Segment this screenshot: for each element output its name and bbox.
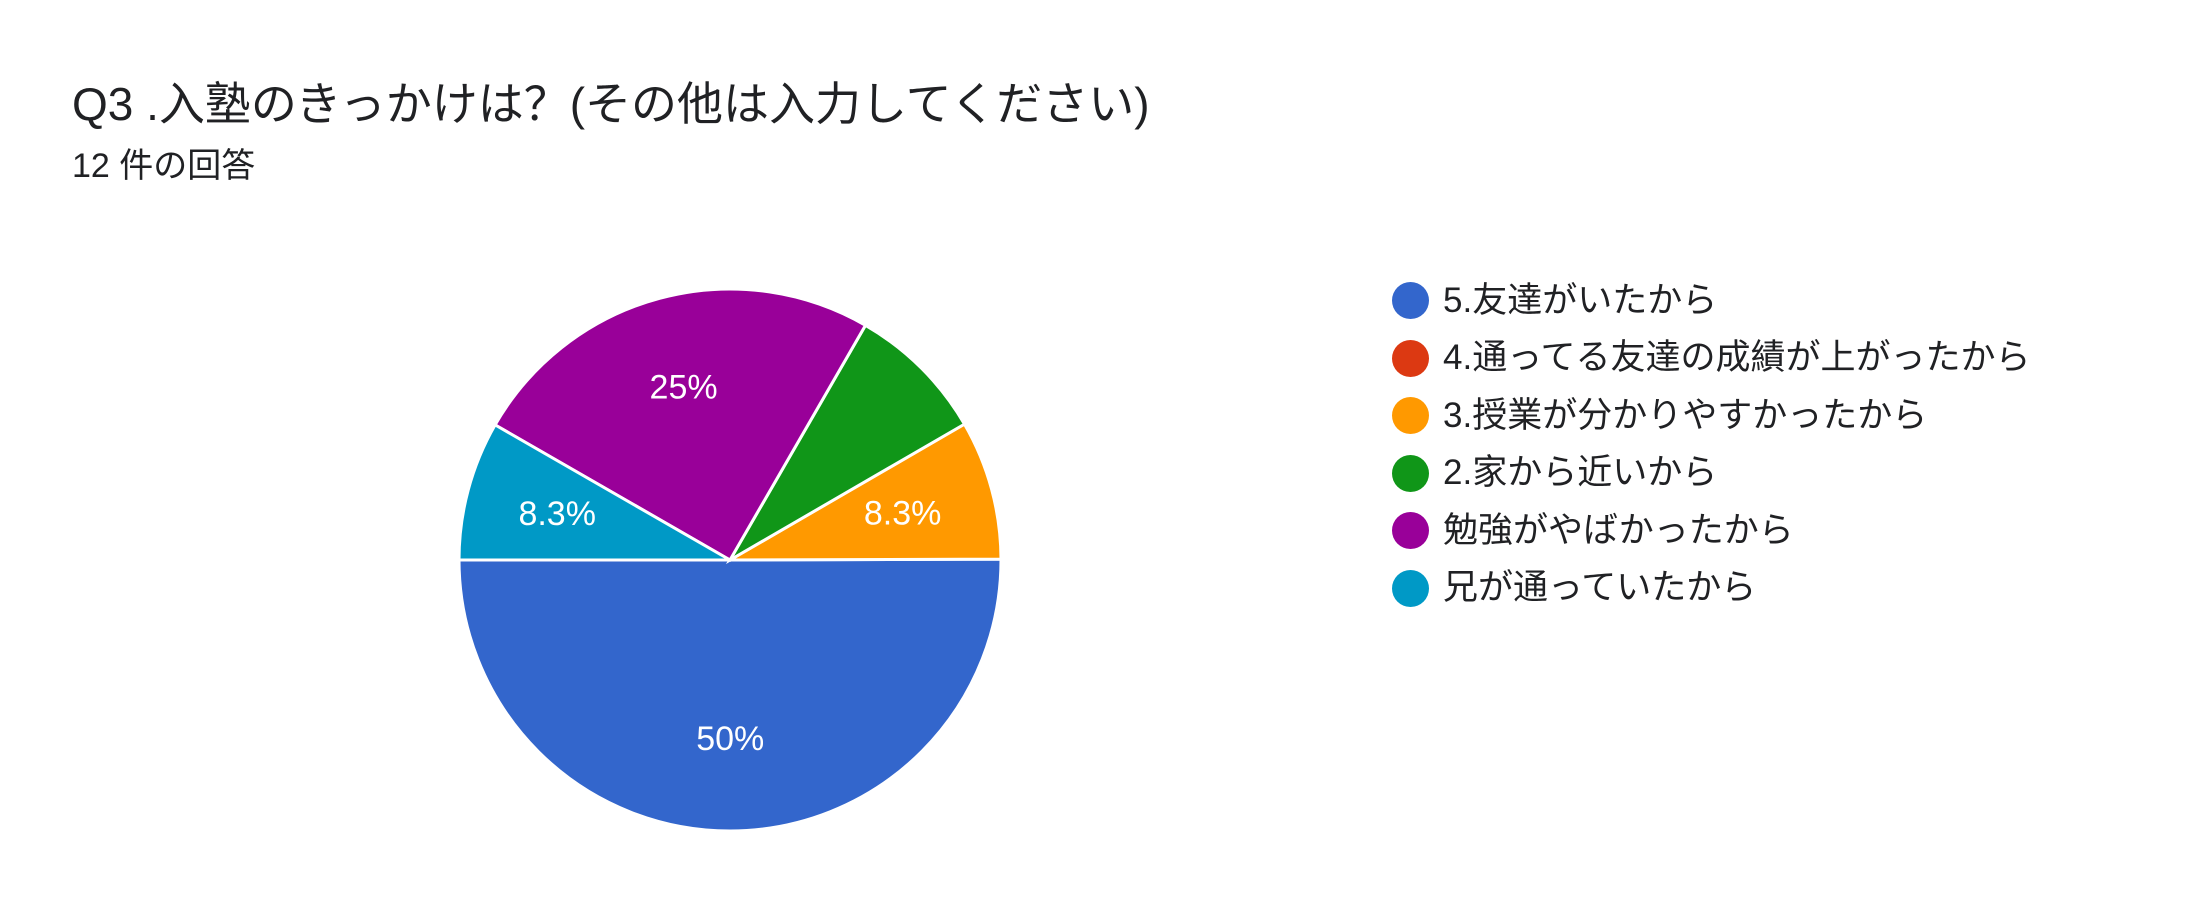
pie-slice[interactable] bbox=[457, 422, 736, 562]
pie-slice[interactable] bbox=[725, 323, 967, 565]
pie-slice[interactable] bbox=[493, 287, 868, 563]
slice-percent-label: 50% bbox=[696, 720, 764, 758]
legend-item[interactable]: 5.友達がいたから bbox=[1392, 272, 2030, 330]
legend-label: 4.通ってる友達の成績が上がったから bbox=[1443, 338, 2031, 378]
slice-percent-label: 25% bbox=[650, 368, 718, 406]
legend-item[interactable]: 3.授業が分かりやすかったから bbox=[1392, 387, 2030, 445]
legend-swatch bbox=[1392, 339, 1429, 377]
legend-swatch bbox=[1392, 397, 1429, 435]
legend-label: 勉強がやばかったから bbox=[1443, 510, 1794, 550]
legend-swatch bbox=[1392, 569, 1429, 607]
legend-item[interactable]: 2.家から近いから bbox=[1392, 445, 2030, 503]
pie-chart: 50% 8.3% 25% 8.3% bbox=[457, 287, 1003, 833]
slice-percent-label: 8.3% bbox=[518, 495, 596, 533]
chart-title: Q3 .入塾のきっかけは？(その他は入力してください) bbox=[72, 78, 1150, 130]
legend-label: 兄が通っていたから bbox=[1443, 568, 1757, 608]
response-count: 12 件の回答 bbox=[72, 147, 256, 185]
legend-swatch bbox=[1392, 282, 1429, 320]
legend-item[interactable]: 兄が通っていたから bbox=[1392, 560, 2030, 618]
legend-item[interactable]: 勉強がやばかったから bbox=[1392, 502, 2030, 560]
legend-label: 3.授業が分かりやすかったから bbox=[1443, 395, 1928, 435]
pie-slice[interactable] bbox=[457, 557, 1003, 833]
slice-percent-label: 8.3% bbox=[864, 494, 942, 532]
legend-swatch bbox=[1392, 454, 1429, 492]
chart-legend: 5.友達がいたから 4.通ってる友達の成績が上がったから 3.授業が分かりやすかった… bbox=[1392, 272, 2030, 617]
pie-slice[interactable] bbox=[724, 422, 1003, 562]
legend-swatch bbox=[1392, 512, 1429, 550]
legend-label: 2.家から近いから bbox=[1443, 453, 1718, 493]
legend-label: 5.友達がいたから bbox=[1443, 280, 1718, 320]
legend-item[interactable]: 4.通ってる友達の成績が上がったから bbox=[1392, 330, 2030, 388]
